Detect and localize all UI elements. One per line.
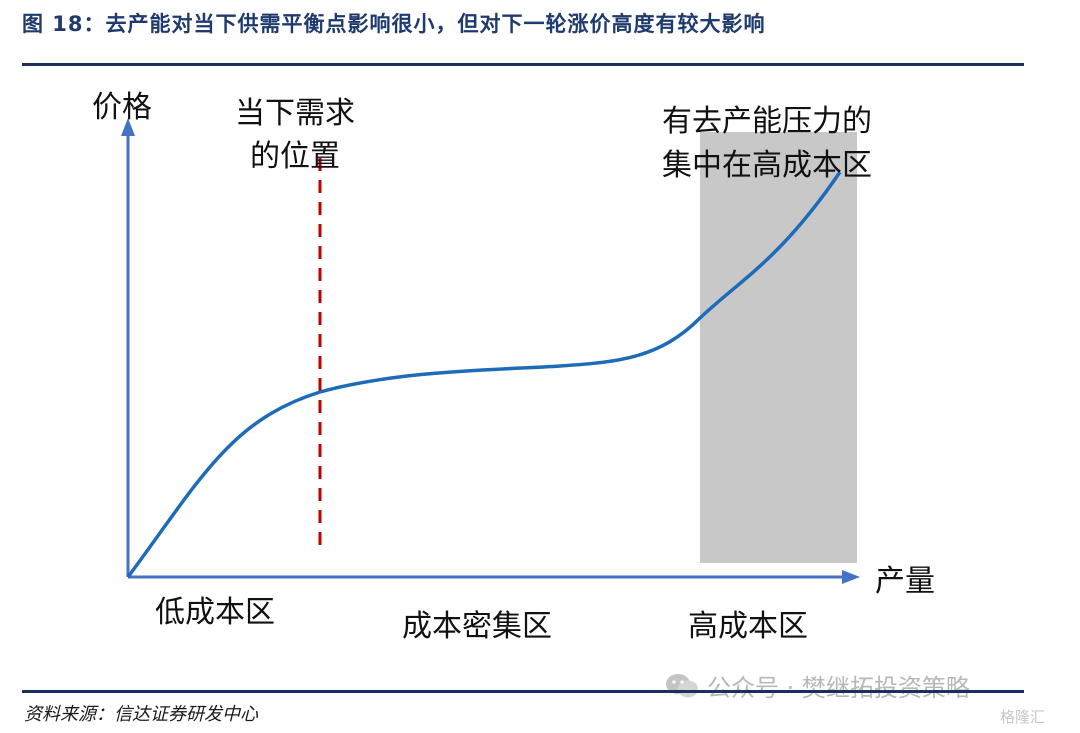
- bottom-rule: [22, 690, 1024, 693]
- region-label-high-cost: 高成本区: [688, 609, 808, 644]
- demand-annotation-line-1: 当下需求: [235, 96, 355, 131]
- capacity-annotation-line-1: 有去产能压力的: [662, 104, 872, 139]
- demand-annotation-line-2: 的位置: [250, 139, 340, 174]
- y-axis-label: 价格: [92, 90, 152, 125]
- y-axis-arrow-icon: [121, 118, 135, 136]
- wechat-icon: [666, 673, 698, 697]
- region-label-low-cost: 低成本区: [155, 595, 275, 630]
- high-cost-shaded-band: [700, 132, 857, 563]
- corner-watermark: 格隆汇: [1000, 708, 1046, 726]
- watermark-text: 公众号 · 樊继拓投资策略: [707, 674, 970, 702]
- source-note: 资料来源：信达证券研发中心: [24, 704, 258, 725]
- top-rule: [22, 63, 1024, 66]
- x-axis-arrow-icon: [842, 570, 860, 584]
- region-label-cost-dense: 成本密集区: [402, 609, 552, 644]
- capacity-annotation-line-2: 集中在高成本区: [662, 148, 872, 183]
- supply-curve-chart: 价格 产量 当下需求 的位置 有去产能压力的 集中在高成本区 低成本区 成本密集…: [92, 90, 935, 644]
- watermark: 公众号 · 樊继拓投资策略: [665, 668, 970, 703]
- figure-title: 图 18：去产能对当下供需平衡点影响很小，但对下一轮涨价高度有较大影响: [22, 12, 766, 36]
- x-axis-label: 产量: [875, 564, 935, 599]
- supply-curve-line: [126, 171, 842, 579]
